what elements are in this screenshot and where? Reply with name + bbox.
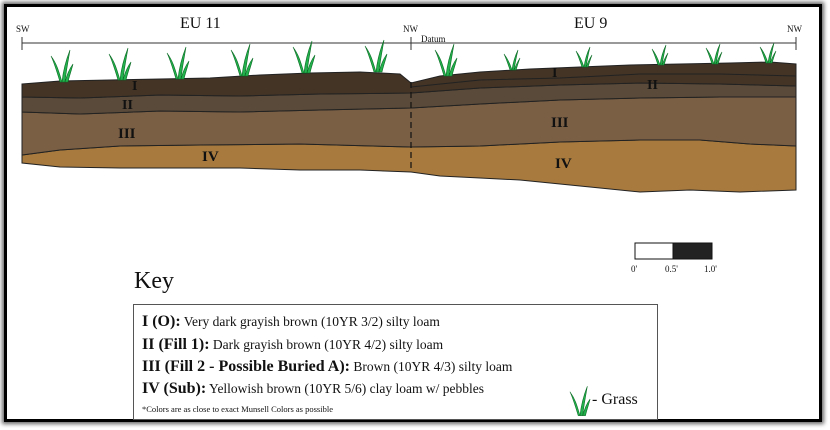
layer-label-i-eu9: I [552, 66, 558, 81]
direction-sw-label: SW [16, 24, 30, 34]
key-row-ii: II (Fill 1): Dark grayish brown (10YR 4/… [142, 336, 443, 354]
layer-label-iv-eu9: IV [555, 156, 572, 172]
grass-legend-label: - Grass [592, 391, 638, 408]
grass-icon [434, 43, 458, 77]
grass-icon [705, 43, 723, 65]
key-title: Key [134, 268, 174, 294]
scale-bar [634, 242, 713, 260]
layer-label-i-eu11: I [132, 79, 138, 94]
grass-icon [364, 39, 388, 73]
scale-tick-0: 0' [631, 264, 638, 274]
key-desc: Brown (10YR 4/3) silty loam [350, 359, 513, 374]
grass-icon [503, 49, 521, 71]
grass-group [50, 39, 777, 83]
scale-tick-0-5: 0.5' [665, 264, 678, 274]
layer-i-lower-line [410, 73, 797, 88]
key-code: I (O): [142, 313, 181, 330]
layer-label-ii-eu11: II [122, 98, 133, 113]
direction-nw-right-label: NW [787, 24, 802, 34]
layer-label-iii-eu9: III [551, 115, 569, 131]
key-row-iii: III (Fill 2 - Possible Buried A): Brown … [142, 358, 512, 376]
layer-label-iii-eu11: III [118, 126, 136, 142]
grass-icon [292, 40, 316, 74]
scale-tick-1-0: 1.0' [704, 264, 717, 274]
layer-i [21, 61, 797, 99]
layer-label-ii-eu9: II [647, 78, 658, 93]
key-footnote: *Colors are as close to exact Munsell Co… [142, 404, 333, 414]
grass-icon [108, 47, 132, 81]
key-code: IV (Sub): [142, 380, 207, 397]
grass-icon [50, 49, 74, 83]
key-desc: Very dark grayish brown (10YR 3/2) silty… [180, 314, 440, 329]
grass-icon [569, 386, 591, 416]
unit-label-eu9: EU 9 [574, 15, 608, 32]
key-desc: Dark grayish brown (10YR 4/2) silty loam [209, 337, 444, 352]
grass-icon [230, 43, 254, 77]
layer-label-iv-eu11: IV [202, 149, 219, 165]
grass-icon [651, 44, 669, 66]
unit-label-eu11: EU 11 [180, 15, 221, 32]
grass-icon [575, 46, 593, 68]
key-box: I (O): Very dark grayish brown (10YR 3/2… [133, 304, 658, 420]
key-code: II (Fill 1): [142, 336, 210, 353]
key-row-i: I (O): Very dark grayish brown (10YR 3/2… [142, 313, 440, 331]
direction-nw-mid-label: NW [403, 24, 418, 34]
key-row-iv: IV (Sub): Yellowish brown (10YR 5/6) cla… [142, 380, 484, 398]
key-code: III (Fill 2 - Possible Buried A): [142, 358, 351, 375]
layer-iv [21, 139, 797, 193]
key-desc: Yellowish brown (10YR 5/6) clay loam w/ … [206, 381, 485, 396]
datum-label: Datum [421, 34, 446, 44]
measure-line [21, 37, 797, 50]
grass-icon [166, 46, 190, 80]
grass-icon [759, 42, 777, 64]
